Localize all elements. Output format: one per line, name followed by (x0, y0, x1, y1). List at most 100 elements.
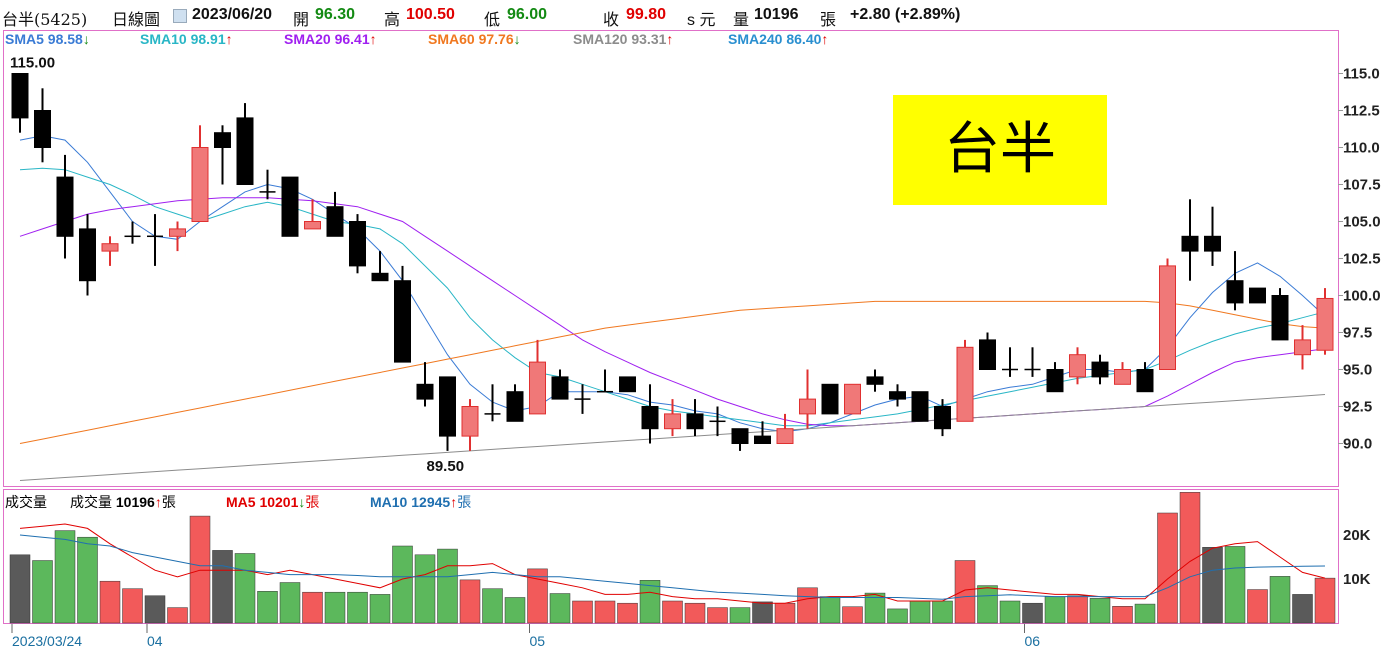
candle (484, 384, 501, 422)
volume-bar (99, 580, 121, 624)
volume-bar (954, 560, 976, 624)
candle-body (147, 235, 163, 238)
volume-bar (1157, 512, 1178, 624)
high-label: 高 (384, 12, 401, 29)
candle (259, 169, 276, 200)
ma-line-sma60 (19, 300, 1326, 444)
candle (34, 88, 51, 163)
candle (1091, 354, 1109, 385)
price-tick-label: 112.5 (1343, 103, 1380, 120)
candle-body (1069, 354, 1086, 378)
candle (1316, 288, 1334, 355)
volume-bar (909, 600, 931, 624)
sma60-legend[interactable]: SMA60 97.76↓ (428, 31, 521, 47)
price-tick-label: 102.5 (1343, 251, 1381, 268)
volume-legend[interactable]: 成交量 10196↑張 (70, 494, 176, 510)
volume-bar (414, 554, 436, 624)
volume-bar (797, 587, 818, 624)
volume-ma-line-ma10 (19, 534, 1326, 600)
candle-body (551, 376, 569, 400)
candle-body (416, 383, 434, 400)
period-label[interactable]: 日線圖 (112, 12, 161, 29)
candle (1002, 347, 1018, 377)
candle (866, 369, 884, 392)
volume-bar (549, 593, 571, 624)
candle-body (619, 376, 636, 393)
candle (281, 176, 299, 237)
volume-ma5-legend[interactable]: MA5 10201↓張 (226, 494, 320, 510)
volume-bar (842, 606, 863, 624)
volume-bar (189, 515, 211, 624)
period-check-icon[interactable] (173, 9, 187, 23)
candle (1181, 199, 1199, 281)
candle (889, 384, 906, 407)
sma20-legend[interactable]: SMA20 96.41↑ (284, 31, 377, 47)
sma5-legend[interactable]: SMA5 98.58↓ (5, 31, 90, 47)
candle-body (371, 272, 389, 282)
volume-unit: 張 (820, 12, 837, 29)
candle (619, 376, 636, 393)
candle (574, 384, 591, 414)
candle (236, 103, 254, 185)
volume-bar (932, 600, 953, 624)
currency-unit: s 元 (687, 12, 716, 29)
candle (169, 221, 186, 252)
candle-body (1024, 368, 1041, 371)
candle (844, 383, 861, 415)
watermark-text: 台半 (944, 117, 1056, 182)
candle (1136, 362, 1154, 393)
candle-body (1091, 361, 1109, 378)
candle-body (124, 235, 141, 238)
price-tick-label: 90.0 (1343, 436, 1372, 453)
volume-bar (9, 554, 31, 624)
candle (799, 369, 816, 429)
candle (686, 399, 704, 437)
candle-body (889, 391, 906, 400)
volume-bar (639, 580, 661, 624)
price-tick-label: 97.5 (1343, 325, 1372, 342)
volume-ma10-legend[interactable]: MA10 12945↑張 (370, 494, 472, 510)
volume-bar (167, 607, 188, 624)
sma240-legend[interactable]: SMA240 86.40↑ (728, 31, 829, 47)
volume-bar (774, 602, 796, 624)
ma-line-sma120 (19, 394, 1326, 481)
candle (911, 391, 929, 422)
volume-bar (729, 607, 751, 624)
candle (371, 251, 389, 282)
volume-bar (887, 608, 908, 624)
candle (56, 154, 74, 259)
sma120-legend[interactable]: SMA120 93.31↑ (573, 31, 674, 47)
volume-panel-frame (3, 489, 1339, 624)
candle (304, 199, 321, 230)
candle (1114, 362, 1131, 385)
arrow-up-icon: ↑ (450, 494, 458, 510)
close-value: 99.80 (626, 6, 667, 23)
quote-date: 2023/06/20 (192, 6, 273, 23)
volume-bar (504, 597, 526, 624)
low-value: 96.00 (507, 6, 548, 23)
candle (101, 236, 119, 266)
candle (1069, 347, 1086, 385)
open-value: 96.30 (315, 6, 356, 23)
price-tick-label: 105.0 (1343, 214, 1381, 231)
sma10-legend[interactable]: SMA10 98.91↑ (140, 31, 233, 47)
stock-name[interactable]: 台半(5425) (2, 10, 88, 29)
candle (1271, 288, 1289, 341)
candle-body (866, 376, 884, 385)
candle-body (574, 398, 591, 400)
volume-bar (572, 600, 593, 624)
candle-body (1271, 295, 1289, 341)
candle-body (326, 206, 344, 237)
volume-bar (234, 553, 256, 624)
arrow-up-icon: ↑ (225, 31, 233, 47)
volume-bar (54, 530, 76, 624)
volume-bar (977, 585, 998, 624)
candle (124, 221, 141, 244)
volume-bar (999, 600, 1021, 624)
volume-bar (257, 591, 278, 624)
candle-body (979, 339, 996, 370)
candle (1159, 258, 1176, 370)
ma-line-sma5 (19, 135, 1326, 433)
candle (191, 125, 209, 222)
